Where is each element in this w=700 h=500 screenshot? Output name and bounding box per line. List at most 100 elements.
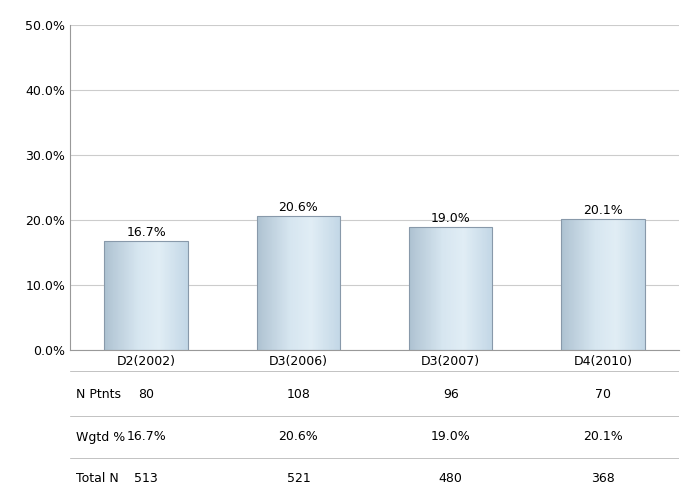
Bar: [634, 220, 635, 350]
Bar: [320, 216, 321, 350]
Bar: [266, 216, 267, 350]
Bar: [151, 242, 152, 350]
Bar: [469, 226, 470, 350]
Text: 521: 521: [286, 472, 310, 486]
Bar: [482, 226, 484, 350]
Bar: [476, 226, 477, 350]
Bar: [561, 220, 562, 350]
Text: 20.6%: 20.6%: [279, 430, 318, 444]
Bar: [163, 242, 164, 350]
Bar: [119, 242, 120, 350]
Bar: [640, 220, 641, 350]
Bar: [181, 242, 182, 350]
Bar: [633, 220, 634, 350]
Bar: [593, 220, 594, 350]
Bar: [302, 216, 304, 350]
Bar: [327, 216, 328, 350]
Bar: [164, 242, 165, 350]
Bar: [454, 226, 455, 350]
Bar: [561, 220, 645, 350]
Bar: [474, 226, 475, 350]
Bar: [295, 216, 296, 350]
Bar: [618, 220, 619, 350]
Bar: [319, 216, 321, 350]
Bar: [127, 242, 128, 350]
Bar: [159, 242, 160, 350]
Bar: [177, 242, 178, 350]
Bar: [294, 216, 295, 350]
Bar: [630, 220, 631, 350]
Bar: [609, 220, 610, 350]
Bar: [183, 242, 184, 350]
Bar: [461, 226, 463, 350]
Bar: [147, 242, 148, 350]
Bar: [115, 242, 116, 350]
Text: N Ptnts: N Ptnts: [76, 388, 121, 402]
Bar: [450, 226, 451, 350]
Bar: [280, 216, 281, 350]
Bar: [314, 216, 315, 350]
Bar: [466, 226, 468, 350]
Bar: [461, 226, 462, 350]
Bar: [120, 242, 121, 350]
Bar: [137, 242, 138, 350]
Bar: [610, 220, 611, 350]
Bar: [125, 242, 126, 350]
Bar: [276, 216, 278, 350]
Bar: [434, 226, 435, 350]
Bar: [412, 226, 413, 350]
Bar: [473, 226, 474, 350]
Bar: [316, 216, 317, 350]
Bar: [315, 216, 316, 350]
Bar: [140, 242, 141, 350]
Bar: [565, 220, 566, 350]
Bar: [576, 220, 577, 350]
Bar: [597, 220, 598, 350]
Bar: [617, 220, 618, 350]
Bar: [619, 220, 620, 350]
Bar: [107, 242, 108, 350]
Bar: [104, 242, 105, 350]
Bar: [636, 220, 638, 350]
Bar: [465, 226, 466, 350]
Bar: [306, 216, 307, 350]
Bar: [430, 226, 431, 350]
Bar: [477, 226, 478, 350]
Bar: [132, 242, 133, 350]
Bar: [258, 216, 259, 350]
Bar: [155, 242, 156, 350]
Bar: [256, 216, 258, 350]
Bar: [118, 242, 120, 350]
Bar: [108, 242, 109, 350]
Bar: [457, 226, 458, 350]
Bar: [422, 226, 423, 350]
Bar: [116, 242, 117, 350]
Bar: [336, 216, 337, 350]
Bar: [127, 242, 129, 350]
Bar: [436, 226, 438, 350]
Bar: [464, 226, 465, 350]
Bar: [586, 220, 587, 350]
Bar: [144, 242, 145, 350]
Bar: [419, 226, 420, 350]
Bar: [444, 226, 446, 350]
Bar: [598, 220, 600, 350]
Bar: [483, 226, 484, 350]
Text: Total N: Total N: [76, 472, 119, 486]
Bar: [596, 220, 597, 350]
Bar: [185, 242, 186, 350]
Bar: [275, 216, 276, 350]
Bar: [468, 226, 469, 350]
Bar: [419, 226, 421, 350]
Bar: [322, 216, 323, 350]
Bar: [260, 216, 262, 350]
Bar: [489, 226, 490, 350]
Bar: [429, 226, 430, 350]
Bar: [613, 220, 614, 350]
Bar: [458, 226, 459, 350]
Bar: [273, 216, 274, 350]
Bar: [638, 220, 639, 350]
Bar: [256, 216, 340, 350]
Bar: [178, 242, 179, 350]
Bar: [451, 226, 452, 350]
